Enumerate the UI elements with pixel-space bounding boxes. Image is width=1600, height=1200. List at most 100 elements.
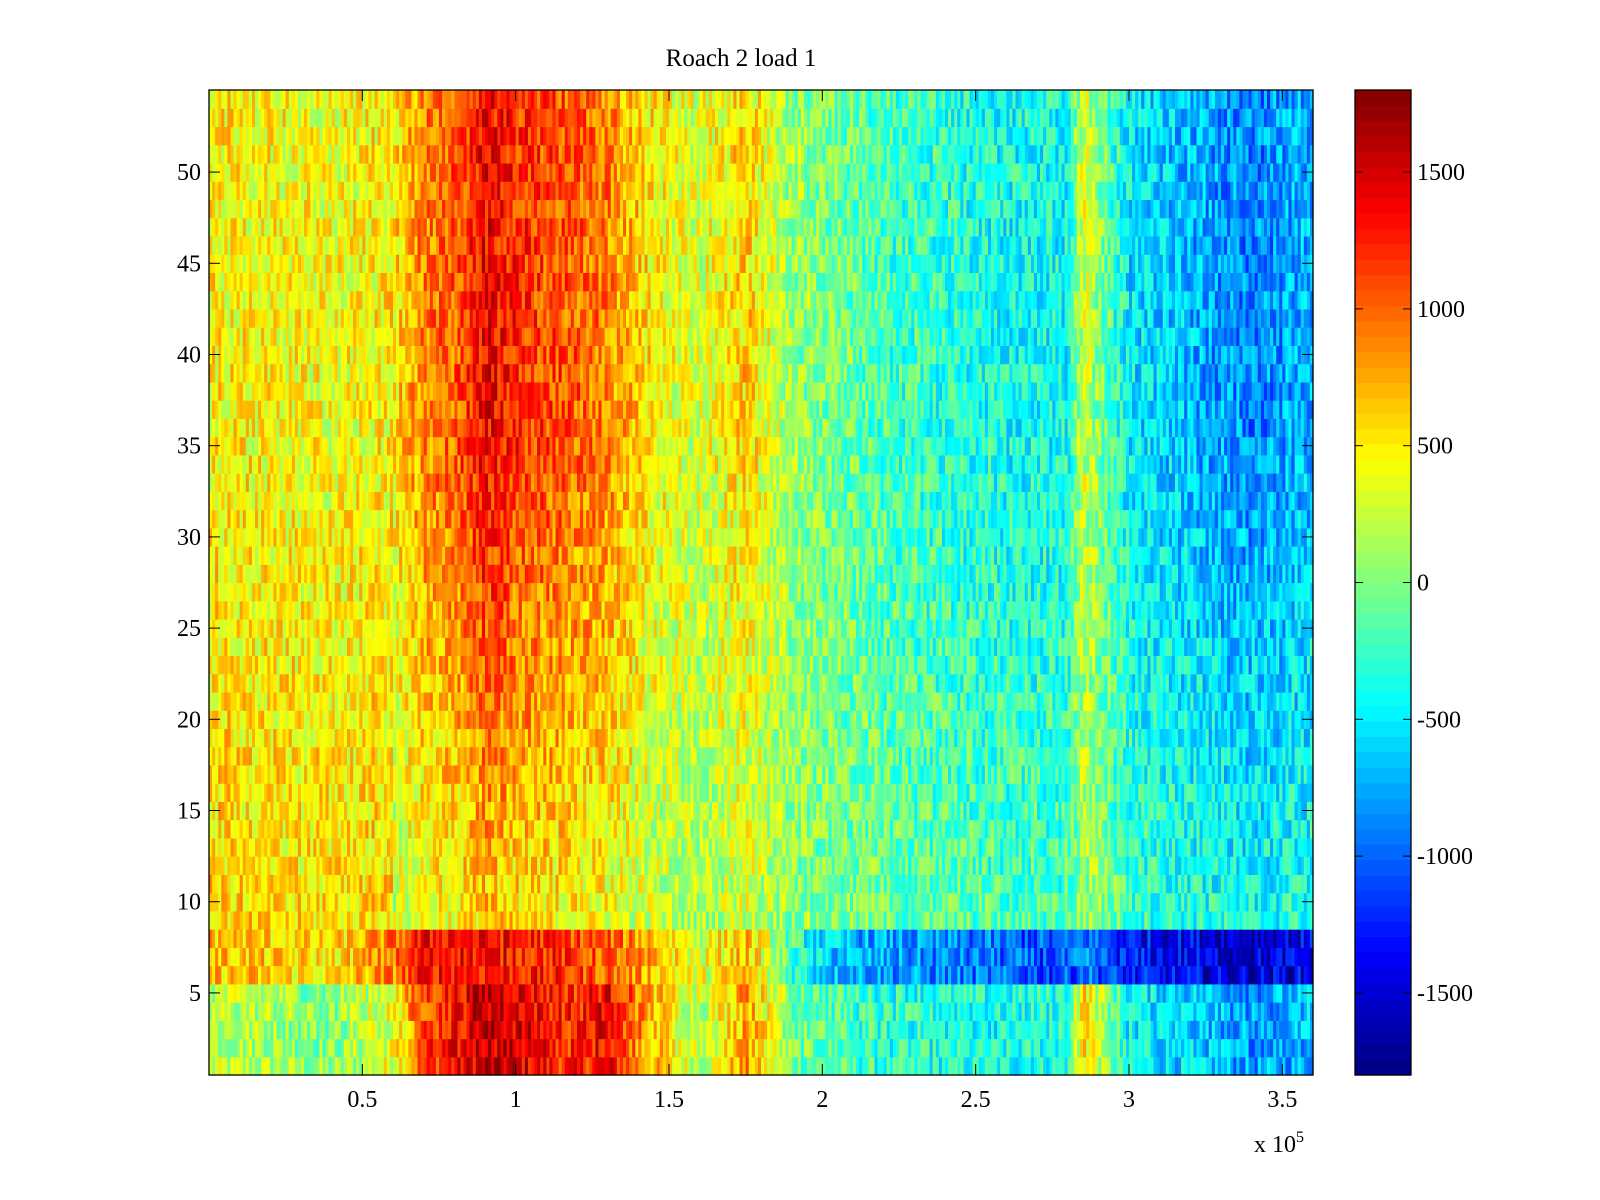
heatmap-cell [981, 910, 986, 930]
heatmap-cell [607, 874, 612, 894]
heatmap-cell [951, 892, 955, 912]
heatmap-cell [892, 1038, 897, 1058]
heatmap-cell [831, 1020, 836, 1040]
heatmap-cell [911, 1002, 915, 1021]
heatmap-cell [570, 1056, 575, 1076]
heatmap-cell [411, 892, 416, 912]
heatmap-cell [721, 856, 725, 875]
heatmap-cell [469, 837, 474, 857]
heatmap-cell [347, 856, 351, 875]
heatmap-cell [791, 1020, 796, 1040]
heatmap-cell [892, 983, 897, 1003]
heatmap-cell [767, 874, 771, 894]
heatmap-cell [837, 1020, 842, 1040]
heatmap-cell [978, 856, 983, 875]
heatmap-cell [764, 856, 768, 875]
heatmap-cell [856, 856, 860, 875]
heatmap-cell [435, 856, 440, 875]
heatmap-cell [954, 892, 958, 912]
heatmap-cell [411, 1020, 416, 1040]
heatmap-cell [218, 910, 222, 930]
heatmap-cell [304, 929, 308, 948]
heatmap-cell [577, 892, 581, 912]
heatmap-cell [834, 910, 839, 930]
heatmap-cell [1306, 965, 1311, 985]
heatmap-cell [586, 1038, 590, 1058]
heatmap-cell [647, 983, 652, 1003]
heatmap-cell [902, 910, 906, 930]
heatmap-cell [1267, 983, 1271, 1003]
heatmap-cell [396, 965, 400, 985]
heatmap-cell [509, 1002, 514, 1021]
heatmap-cell [242, 1020, 247, 1040]
heatmap-cell [442, 856, 446, 875]
heatmap-cell [1079, 1020, 1084, 1040]
heatmap-cell [871, 965, 876, 985]
heatmap-cell [389, 929, 394, 948]
heatmap-cell [1138, 1038, 1142, 1058]
heatmap-cell [273, 947, 278, 967]
heatmap-cell [721, 947, 725, 967]
heatmap-cell [374, 1056, 379, 1076]
heatmap-cell [365, 929, 370, 948]
heatmap-cell [1217, 965, 1222, 985]
heatmap-cell [304, 856, 308, 875]
heatmap-cell [770, 947, 774, 967]
heatmap-cell [1147, 965, 1152, 985]
heatmap-cell [889, 1056, 894, 1076]
heatmap-cell [718, 1056, 722, 1076]
heatmap-cell [1193, 1056, 1198, 1076]
heatmap-cell [751, 874, 756, 894]
heatmap-cell [451, 983, 455, 1003]
heatmap-cell [353, 1056, 357, 1076]
heatmap-cell [613, 1002, 618, 1021]
heatmap-cell [405, 856, 409, 875]
heatmap-cell [1217, 874, 1222, 894]
heatmap-cell [1018, 892, 1023, 912]
heatmap-cell [1279, 929, 1283, 948]
heatmap-cell [1190, 1056, 1194, 1076]
heatmap-cell [730, 1038, 734, 1058]
heatmap-cell [521, 892, 526, 912]
heatmap-cell [527, 965, 532, 985]
heatmap-cell [914, 1056, 918, 1076]
heatmap-cell [291, 983, 296, 1003]
heatmap-cell [653, 1038, 658, 1058]
heatmap-cell [1187, 983, 1191, 1003]
heatmap-cell [270, 1056, 274, 1076]
heatmap-cell [1101, 947, 1106, 967]
heatmap-cell [383, 892, 388, 912]
heatmap-cell [997, 983, 1001, 1003]
heatmap-cell [1049, 910, 1053, 930]
heatmap-cell [1217, 1002, 1222, 1021]
heatmap-cell [362, 1020, 366, 1040]
heatmap-cell [702, 874, 707, 894]
heatmap-cell [966, 1056, 971, 1076]
heatmap-cell [389, 1002, 394, 1021]
heatmap-cell [665, 983, 670, 1003]
heatmap-cell [1211, 1002, 1216, 1021]
heatmap-cell [497, 965, 501, 985]
heatmap-cell [761, 1020, 765, 1040]
heatmap-cell [1098, 910, 1102, 930]
heatmap-cell [586, 947, 590, 967]
heatmap-cell [589, 929, 593, 948]
heatmap-cell [1297, 983, 1302, 1003]
heatmap-cell [414, 837, 419, 857]
heatmap-cell [945, 1038, 949, 1058]
heatmap-cell [797, 929, 802, 948]
heatmap-cell [1086, 1002, 1090, 1021]
heatmap-cell [598, 965, 603, 985]
heatmap-cell [1058, 1002, 1063, 1021]
heatmap-cell [531, 856, 535, 875]
heatmap-cell [1156, 856, 1161, 875]
heatmap-cell [938, 965, 943, 985]
heatmap-cell [828, 892, 833, 912]
heatmap-cell [365, 1002, 370, 1021]
heatmap-cell [1294, 983, 1299, 1003]
heatmap-cell [1070, 929, 1075, 948]
heatmap-cell [1248, 874, 1253, 894]
heatmap-cell [1309, 929, 1314, 948]
heatmap-cell [877, 1020, 882, 1040]
heatmap-cell [1153, 983, 1158, 1003]
